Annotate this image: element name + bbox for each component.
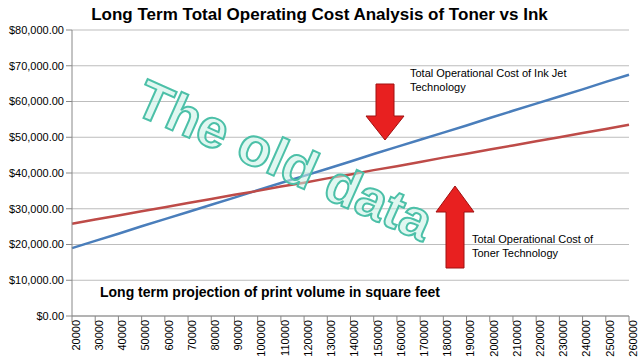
svg-text:20000: 20000 [70,320,82,351]
svg-text:240000: 240000 [580,320,592,357]
svg-text:30000: 30000 [93,320,105,351]
html-text:Long Term Total Operating Cost: Long Term Total Operating Cost Analysis … [91,5,548,24]
svg-text:100000: 100000 [255,320,267,357]
svg-text:60000: 60000 [163,320,175,351]
html-text:Long term projection of print: Long term projection of print volume in … [100,284,440,300]
svg-text:$60,000.00: $60,000.00 [9,95,64,107]
svg-text:150000: 150000 [372,320,384,357]
svg-text:160000: 160000 [395,320,407,357]
svg-text:$40,000.00: $40,000.00 [9,167,64,179]
svg-text:170000: 170000 [418,320,430,357]
svg-text:190000: 190000 [464,320,476,357]
svg-text:$50,000.00: $50,000.00 [9,131,64,143]
svg-text:90000: 90000 [232,320,244,351]
svg-text:$70,000.00: $70,000.00 [9,60,64,72]
svg-text:230000: 230000 [557,320,569,357]
svg-text:40000: 40000 [116,320,128,351]
svg-text:$30,000.00: $30,000.00 [9,203,64,215]
svg-text:120000: 120000 [302,320,314,357]
svg-text:$0.00: $0.00 [36,310,64,322]
svg-text:250000: 250000 [604,320,616,357]
svg-text:$20,000.00: $20,000.00 [9,238,64,250]
html-text:The old data: The old data [127,67,443,253]
svg-text:200000: 200000 [488,320,500,357]
svg-text:50000: 50000 [139,320,151,351]
svg-text:110000: 110000 [279,320,291,356]
html-text:Total Operational Cost of Tone: Total Operational Cost of Toner Technolo… [472,233,594,259]
svg-text:210000: 210000 [511,320,523,357]
svg-text:260000: 260000 [627,320,631,357]
svg-text:220000: 220000 [534,320,546,357]
svg-text:140000: 140000 [348,320,360,357]
html-text:Total Operational Cost of Ink: Total Operational Cost of Ink Jet Techno… [410,67,567,93]
svg-text:180000: 180000 [441,320,453,357]
svg-text:$80,000.00: $80,000.00 [9,24,64,36]
svg-text:70000: 70000 [186,320,198,351]
svg-text:130000: 130000 [325,320,337,357]
svg-text:$10,000.00: $10,000.00 [9,274,64,286]
svg-text:80000: 80000 [209,320,221,351]
